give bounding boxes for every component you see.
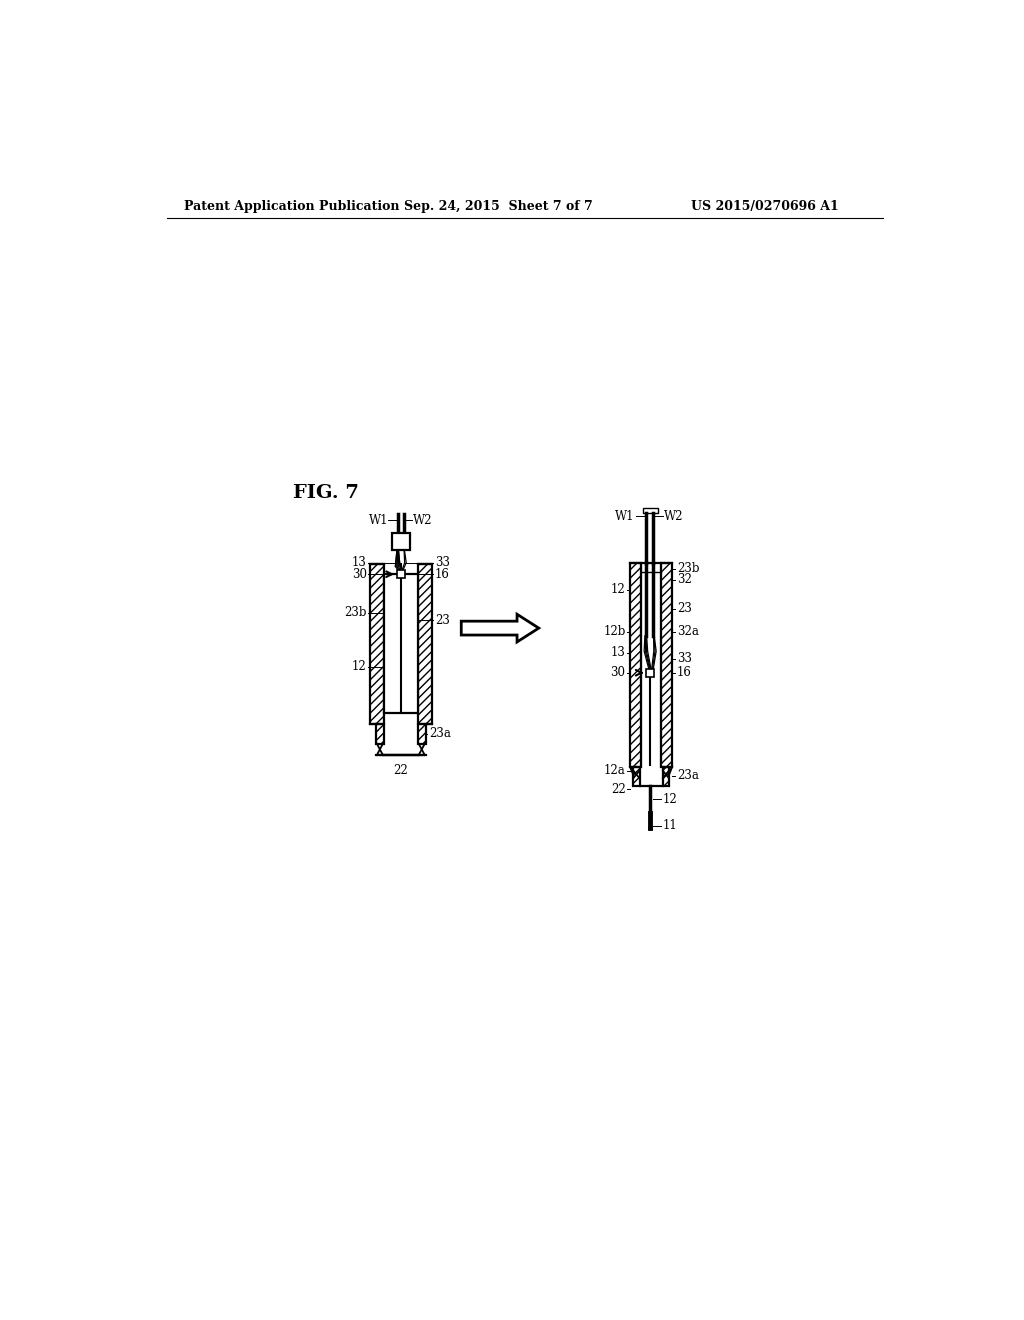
- Text: 13: 13: [610, 647, 626, 659]
- Bar: [662, 562, 672, 767]
- Bar: [633, 767, 640, 785]
- Bar: [391, 533, 410, 549]
- Text: 23b: 23b: [344, 606, 367, 619]
- Text: 13: 13: [352, 556, 367, 569]
- Bar: [397, 570, 404, 578]
- Text: 23: 23: [677, 602, 691, 615]
- Text: W1: W1: [615, 510, 635, 523]
- Bar: [418, 564, 432, 725]
- Text: 23: 23: [435, 614, 450, 627]
- Text: 11: 11: [663, 820, 678, 833]
- Bar: [418, 725, 426, 743]
- Text: 22: 22: [393, 764, 409, 777]
- Text: 32a: 32a: [677, 626, 698, 639]
- Text: Patent Application Publication: Patent Application Publication: [183, 199, 399, 213]
- Text: US 2015/0270696 A1: US 2015/0270696 A1: [691, 199, 840, 213]
- Bar: [370, 564, 384, 725]
- Text: 33: 33: [435, 556, 450, 569]
- Bar: [384, 574, 418, 713]
- Bar: [643, 508, 658, 512]
- Text: 32: 32: [677, 573, 691, 586]
- Text: 16: 16: [435, 568, 450, 581]
- Text: 12b: 12b: [603, 626, 626, 639]
- Bar: [376, 725, 384, 743]
- Bar: [630, 562, 641, 767]
- Text: W1: W1: [369, 513, 388, 527]
- Text: 12a: 12a: [604, 764, 626, 777]
- Text: 33: 33: [677, 652, 691, 665]
- Text: 12: 12: [352, 660, 367, 673]
- Text: 22: 22: [610, 783, 626, 796]
- Text: W2: W2: [414, 513, 433, 527]
- Text: 16: 16: [677, 667, 691, 680]
- Bar: [663, 767, 669, 785]
- Text: Sep. 24, 2015  Sheet 7 of 7: Sep. 24, 2015 Sheet 7 of 7: [403, 199, 593, 213]
- Text: W2: W2: [665, 510, 684, 523]
- Text: 30: 30: [610, 667, 626, 680]
- Text: 23a: 23a: [429, 727, 451, 741]
- Text: 12: 12: [663, 793, 678, 807]
- Text: 23a: 23a: [677, 770, 698, 783]
- Text: 12: 12: [610, 583, 626, 597]
- Bar: [646, 669, 654, 677]
- Text: FIG. 7: FIG. 7: [293, 484, 359, 503]
- Polygon shape: [461, 614, 539, 642]
- Text: 23b: 23b: [677, 562, 699, 576]
- Text: 30: 30: [351, 568, 367, 581]
